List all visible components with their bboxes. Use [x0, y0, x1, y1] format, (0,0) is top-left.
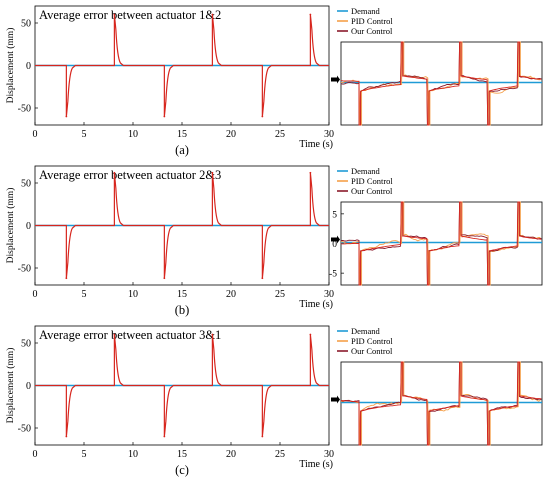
x-tick-label: 0	[33, 449, 38, 460]
x-tick-label: 20	[226, 449, 236, 460]
legend-demand-label: Demand	[351, 6, 381, 16]
pulse-peak-point	[309, 171, 312, 174]
x-tick-label: 25	[275, 289, 285, 300]
chart-panel-1: 0 5 10 15 20 25 30 -50 0 50 Displacement (mm) Time …	[5, 5, 543, 157]
arrow-right-icon	[331, 75, 340, 84]
y-axis-label: Displacement (mm)	[5, 28, 16, 104]
legend-demand-label: Demand	[351, 326, 381, 336]
zoom-series-our-control-spikes	[340, 201, 542, 286]
x-tick-label: 25	[275, 449, 285, 460]
x-tick-label: 5	[82, 449, 87, 460]
y-tick-label: 50	[21, 19, 31, 30]
zoom-series-pid-control-line	[340, 361, 541, 446]
legend-our-control-label: Our Control	[351, 186, 393, 196]
legend-pid-control-label: PID Control	[351, 176, 393, 186]
chart-title: Average error between actuator 3&1	[39, 328, 221, 342]
x-tick-label: 15	[177, 449, 187, 460]
pulse-peak-point	[309, 13, 312, 16]
y-tick-label: 0	[26, 381, 31, 392]
pulse-peak-point	[309, 333, 312, 336]
chart-panel-3: 0 5 10 15 20 25 30 -50 0 50 Displacement (mm) Time …	[5, 325, 543, 477]
pulse-peak-point	[163, 435, 166, 438]
pulse-peak-point	[211, 13, 214, 16]
series-our-control-line	[35, 172, 329, 279]
pulse-peak-point	[211, 333, 214, 336]
zoom-y-tick-label: 5	[332, 210, 337, 220]
x-tick-label: 30	[324, 449, 334, 460]
pulse-peak-point	[65, 435, 68, 438]
x-tick-label: 5	[82, 289, 87, 300]
x-tick-label: 25	[275, 129, 285, 140]
pulse-peak-point	[65, 277, 68, 280]
pulse-peak-point	[113, 13, 116, 16]
x-axis-label: Time (s)	[299, 459, 333, 470]
x-axis-label: Time (s)	[299, 139, 333, 150]
legend-pid-control-label: PID Control	[351, 336, 393, 346]
zoom-plot-area	[340, 361, 543, 446]
x-tick-label: 5	[82, 129, 87, 140]
y-tick-label: -50	[18, 104, 31, 115]
x-tick-label: 10	[128, 449, 138, 460]
legend-demand-label: Demand	[351, 166, 381, 176]
series-our-control-line	[35, 334, 329, 437]
x-tick-label: 10	[128, 289, 138, 300]
x-tick-label: 15	[177, 289, 187, 300]
y-tick-label: 0	[26, 61, 31, 72]
pulse-peak-point	[65, 115, 68, 118]
y-tick-label: 50	[21, 339, 31, 350]
x-tick-label: 15	[177, 129, 187, 140]
y-tick-label: -50	[18, 264, 31, 275]
pulse-peak-point	[113, 171, 116, 174]
panel-label: (b)	[175, 303, 190, 317]
zoom-plot-area	[340, 41, 543, 126]
pulse-peak-point	[211, 171, 214, 174]
zoom-series-our-control-line	[340, 41, 542, 126]
y-tick-label: -50	[18, 424, 31, 435]
legend-pid-control-label: PID Control	[351, 16, 393, 26]
x-tick-label: 30	[324, 289, 334, 300]
zoom-plot-area	[340, 201, 543, 286]
pulse-peak-point	[163, 277, 166, 280]
pulse-peak-point	[261, 277, 264, 280]
pulse-peak-point	[261, 115, 264, 118]
x-tick-label: 20	[226, 129, 236, 140]
series-our-control-line	[35, 14, 329, 117]
pulse-peak-point	[113, 333, 116, 336]
x-axis-label: Time (s)	[299, 299, 333, 310]
zoom-y-tick-label: -5	[329, 270, 337, 280]
x-tick-label: 10	[128, 129, 138, 140]
pulse-peak-point	[163, 115, 166, 118]
chart-title: Average error between actuator 1&2	[39, 8, 221, 22]
y-tick-label: 0	[26, 221, 31, 232]
panel-label: (c)	[175, 463, 189, 477]
legend-our-control-label: Our Control	[351, 26, 393, 36]
x-tick-label: 20	[226, 289, 236, 300]
y-axis-label: Displacement (mm)	[5, 188, 16, 264]
arrow-right-icon	[331, 395, 340, 404]
y-axis-label: Displacement (mm)	[5, 348, 16, 424]
arrow-right-icon	[331, 235, 340, 244]
zoom-series-our-control-spikes	[340, 41, 542, 126]
pulse-peak-point	[261, 435, 264, 438]
y-tick-label: 50	[21, 179, 31, 190]
zoom-y-tick-label: 0	[332, 240, 337, 250]
zoom-series-our-control-spikes	[340, 361, 542, 446]
panel-label: (a)	[175, 143, 189, 157]
chart-title: Average error between actuator 2&3	[39, 168, 221, 182]
x-tick-label: 0	[33, 129, 38, 140]
x-tick-label: 30	[324, 129, 334, 140]
legend-our-control-label: Our Control	[351, 346, 393, 356]
x-tick-label: 0	[33, 289, 38, 300]
